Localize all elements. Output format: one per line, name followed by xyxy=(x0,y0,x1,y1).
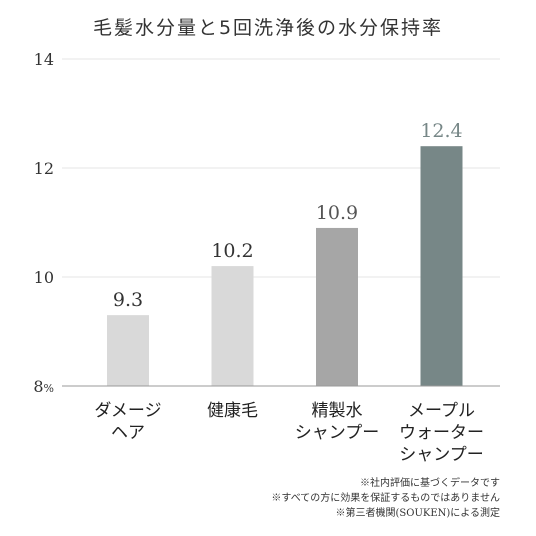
data-label: 10.9 xyxy=(316,202,358,224)
footnote: ※第三者機関(SOUKEN)による測定 xyxy=(336,506,501,519)
category-label: メープル xyxy=(408,401,475,421)
data-label: 12.4 xyxy=(420,120,462,142)
category-label: シャンプー xyxy=(399,445,484,465)
footnotes: ※社内評価に基づくデータです ※すべての方に効果を保証するものではありません ※第三… xyxy=(271,476,500,519)
bar xyxy=(420,146,463,386)
y-tick-unit: % xyxy=(44,382,54,395)
footnote: ※社内評価に基づくデータです xyxy=(360,476,500,489)
data-labels: 9.3 10.2 10.9 12.4 xyxy=(113,120,463,311)
category-label: ウォーター xyxy=(399,423,484,443)
data-label: 9.3 xyxy=(113,289,143,311)
y-tick-label: 8% xyxy=(33,377,54,396)
footnote: ※すべての方に効果を保証するものではありません xyxy=(271,491,500,504)
chart-title: 毛髪水分量と5回洗浄後の水分保持率 xyxy=(93,17,443,39)
category-label: 精製水 xyxy=(312,401,363,421)
category-label: 健康毛 xyxy=(207,401,258,421)
y-tick-label: 10 xyxy=(34,268,54,287)
bars xyxy=(107,146,463,386)
y-axis-ticks: 8% 10 12 14 xyxy=(33,50,54,396)
category-label: ヘア xyxy=(111,423,145,443)
bar xyxy=(316,227,358,386)
category-label: シャンプー xyxy=(295,423,380,443)
bar xyxy=(211,266,254,386)
category-label: ダメージ xyxy=(94,401,161,421)
y-tick-label: 14 xyxy=(34,50,54,69)
y-tick-label: 12 xyxy=(34,159,54,178)
data-label: 10.2 xyxy=(211,240,253,262)
bar xyxy=(107,315,149,386)
